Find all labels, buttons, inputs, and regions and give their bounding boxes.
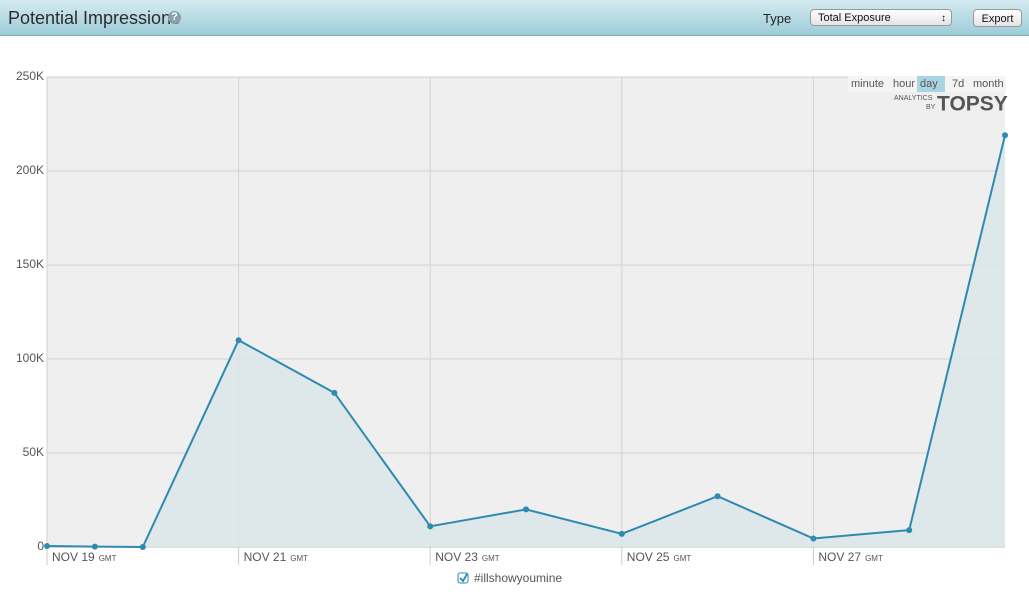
type-label: Type bbox=[763, 11, 792, 26]
type-select[interactable]: Total Exposure bbox=[810, 9, 952, 27]
point bbox=[618, 530, 625, 537]
point bbox=[427, 523, 434, 530]
range-selected-bg bbox=[917, 76, 945, 92]
x-tick-unit: GMT bbox=[865, 554, 883, 563]
range-option[interactable]: day bbox=[920, 78, 938, 90]
point bbox=[1002, 132, 1008, 139]
brand-name: TOPSY bbox=[937, 93, 1008, 116]
brand-by: BY bbox=[926, 104, 936, 111]
page-title: Potential Impressions bbox=[8, 8, 181, 28]
x-tick-unit: GMT bbox=[290, 554, 308, 563]
point bbox=[810, 535, 817, 542]
point bbox=[906, 527, 913, 534]
range-option[interactable]: month bbox=[973, 78, 1004, 90]
y-tick-label: 250K bbox=[16, 69, 44, 83]
point bbox=[714, 493, 721, 500]
y-tick-label: 50K bbox=[23, 445, 44, 459]
y-tick-label: 0 bbox=[37, 539, 44, 553]
x-tick-label: NOV 21 bbox=[244, 550, 287, 564]
header-bar: Potential Impressions ? Type Total Expos… bbox=[0, 0, 1029, 36]
range-option[interactable]: hour bbox=[893, 78, 915, 90]
y-tick-label: 150K bbox=[16, 257, 44, 271]
range-option[interactable]: minute bbox=[851, 78, 884, 90]
x-tick-unit: GMT bbox=[673, 554, 691, 563]
area bbox=[47, 135, 1005, 547]
brand-small: ANALYTICS bbox=[894, 95, 933, 102]
x-tick-label: NOV 23 bbox=[435, 550, 478, 564]
line bbox=[46, 135, 1006, 549]
help-icon[interactable]: ? bbox=[168, 11, 181, 24]
legend-label[interactable]: #illshowyoumine bbox=[474, 571, 562, 585]
y-tick-label: 100K bbox=[16, 351, 44, 365]
range-option[interactable]: 7d bbox=[952, 78, 964, 90]
x-tick-unit: GMT bbox=[482, 554, 500, 563]
page: {"header": {"title": "Potential Impressi… bbox=[0, 0, 1029, 572]
point bbox=[523, 506, 529, 513]
export-button[interactable]: Export bbox=[973, 9, 1022, 27]
x-tick-label: NOV 19 bbox=[52, 550, 95, 564]
point bbox=[235, 337, 242, 344]
x-tick-label: NOV 25 bbox=[627, 550, 670, 564]
point bbox=[44, 543, 50, 550]
point bbox=[331, 389, 338, 396]
y-tick-label: 200K bbox=[16, 163, 44, 177]
x-tick-unit: GMT bbox=[99, 554, 117, 563]
point bbox=[139, 544, 146, 550]
point bbox=[91, 543, 98, 550]
x-tick-label: NOV 27 bbox=[818, 550, 861, 564]
